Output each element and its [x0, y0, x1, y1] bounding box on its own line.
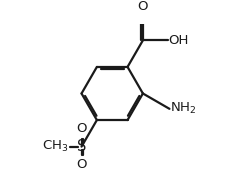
Text: OH: OH — [168, 34, 188, 47]
Text: NH$_2$: NH$_2$ — [169, 101, 196, 116]
Text: CH$_3$: CH$_3$ — [42, 139, 68, 154]
Text: O: O — [76, 158, 86, 171]
Text: S: S — [76, 139, 86, 154]
Text: O: O — [137, 0, 147, 13]
Text: O: O — [76, 122, 86, 135]
